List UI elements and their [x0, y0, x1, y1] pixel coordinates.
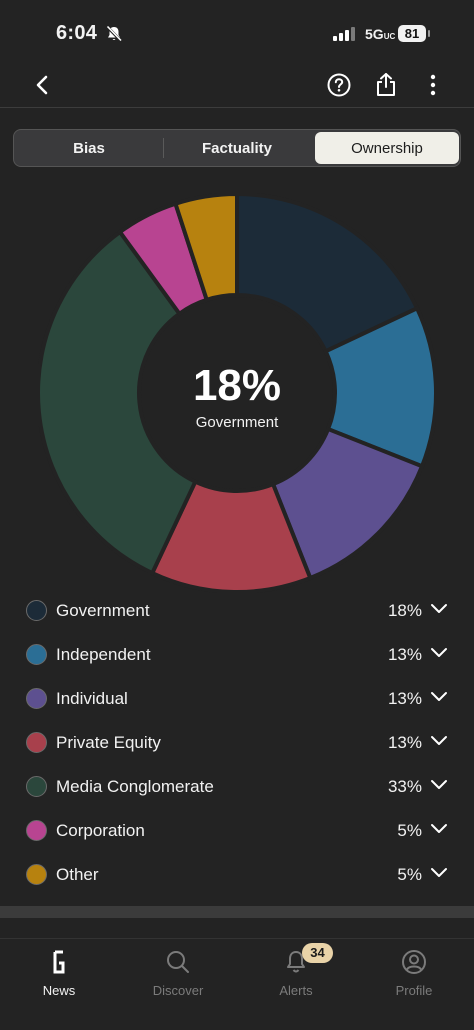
chevron-left-icon: [36, 75, 48, 95]
donut-slice-government[interactable]: [235, 193, 420, 354]
tab-factuality[interactable]: Factuality: [201, 139, 273, 157]
legend-percentage: 18%: [387, 601, 422, 620]
tab-bias[interactable]: Bias: [73, 139, 105, 157]
bottom-tab-bar: News Discover Alerts Profile: [0, 938, 474, 1030]
tab-discover[interactable]: Discover: [128, 945, 228, 1005]
legend-dot: [26, 644, 47, 665]
search-icon: [128, 947, 228, 977]
more-button[interactable]: [418, 70, 448, 100]
legend-row-government[interactable]: Government 18%: [0, 589, 474, 633]
legend-percentage: 13%: [387, 733, 422, 752]
share-button[interactable]: [371, 70, 401, 100]
legend-dot: [26, 820, 47, 841]
legend-label: Government: [56, 601, 150, 620]
chevron-down-icon: [431, 692, 447, 701]
legend-dot: [26, 688, 47, 709]
chevron-down-icon: [431, 736, 447, 745]
alerts-badge: 34: [302, 943, 333, 963]
status-time: 6:04: [56, 22, 98, 44]
help-button[interactable]: [324, 70, 354, 100]
tab-news[interactable]: News: [9, 945, 109, 1005]
battery-icon: 81: [398, 25, 430, 42]
legend-dot: [26, 864, 47, 885]
legend-label: Other: [56, 865, 99, 884]
donut-slice-media-conglomerate[interactable]: [38, 229, 198, 576]
legend-percentage: 33%: [387, 777, 422, 796]
network-type: 5GUC: [365, 26, 396, 42]
chevron-down-icon: [431, 824, 447, 833]
more-vertical-icon: [430, 74, 436, 96]
chevron-down-icon: [431, 780, 447, 789]
legend-dot: [26, 776, 47, 797]
segment-divider: [163, 138, 164, 158]
tab-ownership[interactable]: Ownership: [315, 132, 459, 164]
legend-row-corporation[interactable]: Corporation 5%: [0, 809, 474, 853]
news-logo-icon: [9, 947, 109, 977]
tab-alerts[interactable]: Alerts: [246, 945, 346, 1005]
legend-row-private-equity[interactable]: Private Equity 13%: [0, 721, 474, 765]
legend-dot: [26, 732, 47, 753]
tab-label: Discover: [152, 983, 204, 998]
tab-label: Profile: [395, 983, 433, 998]
donut-slice-other[interactable]: [172, 193, 239, 303]
nav-bar: [0, 68, 474, 108]
back-button[interactable]: [28, 70, 58, 100]
legend-label: Independent: [56, 645, 151, 664]
cellular-signal-icon: [333, 27, 355, 41]
donut-svg: [38, 193, 436, 593]
legend-percentage: 13%: [387, 689, 422, 708]
legend-label: Private Equity: [56, 733, 161, 752]
legend-row-media-conglomerate[interactable]: Media Conglomerate 33%: [0, 765, 474, 809]
legend-percentage: 5%: [397, 821, 422, 840]
chevron-down-icon: [431, 604, 447, 613]
center-percentage: 18%: [192, 361, 282, 410]
bell-off-icon: [105, 25, 123, 48]
tab-profile[interactable]: Profile: [364, 945, 464, 1005]
legend-dot: [26, 600, 47, 621]
legend-row-independent[interactable]: Independent 13%: [0, 633, 474, 677]
center-label: Government: [195, 414, 279, 431]
legend-label: Individual: [56, 689, 128, 708]
legend-row-other[interactable]: Other 5%: [0, 853, 474, 897]
ownership-donut-chart: 18% Government: [38, 193, 436, 593]
tab-label: Alerts: [279, 983, 313, 998]
question-circle-icon: [327, 73, 351, 97]
legend-label: Corporation: [56, 821, 145, 840]
tab-label: News: [42, 983, 76, 998]
legend-row-individual[interactable]: Individual 13%: [0, 677, 474, 721]
share-icon: [377, 73, 395, 96]
legend-percentage: 5%: [397, 865, 422, 884]
legend-label: Media Conglomerate: [56, 777, 214, 796]
profile-icon: [364, 947, 464, 977]
legend-percentage: 13%: [387, 645, 422, 664]
segmented-control: Bias Factuality Ownership: [13, 129, 461, 167]
status-bar: 6:04 5GUC 81: [0, 0, 474, 68]
chevron-down-icon: [431, 648, 447, 657]
chevron-down-icon: [431, 868, 447, 877]
section-divider: [0, 906, 474, 918]
bell-icon: [246, 947, 346, 977]
